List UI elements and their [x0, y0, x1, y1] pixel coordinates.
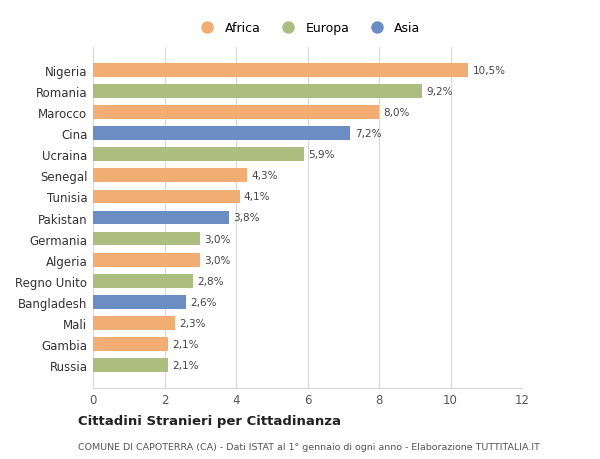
- Bar: [93, 274, 193, 288]
- Text: 4,1%: 4,1%: [244, 192, 271, 202]
- Bar: [93, 106, 379, 119]
- Bar: [93, 85, 422, 98]
- Bar: [93, 127, 350, 140]
- Bar: [93, 359, 168, 372]
- Bar: [93, 148, 304, 162]
- Text: 3,0%: 3,0%: [205, 255, 231, 265]
- Bar: [93, 317, 175, 330]
- Text: 2,1%: 2,1%: [172, 361, 199, 370]
- Text: 2,6%: 2,6%: [190, 297, 217, 308]
- Bar: [93, 190, 239, 204]
- Bar: [93, 338, 168, 351]
- Text: 3,8%: 3,8%: [233, 213, 260, 223]
- Text: 4,3%: 4,3%: [251, 171, 278, 181]
- Bar: [93, 253, 200, 267]
- Legend: Africa, Europa, Asia: Africa, Europa, Asia: [190, 17, 425, 40]
- Text: 3,0%: 3,0%: [205, 234, 231, 244]
- Text: 5,9%: 5,9%: [308, 150, 335, 160]
- Text: COMUNE DI CAPOTERRA (CA) - Dati ISTAT al 1° gennaio di ogni anno - Elaborazione : COMUNE DI CAPOTERRA (CA) - Dati ISTAT al…: [78, 442, 540, 451]
- Text: 10,5%: 10,5%: [473, 66, 506, 75]
- Text: 7,2%: 7,2%: [355, 129, 381, 139]
- Bar: [93, 296, 186, 309]
- Text: 9,2%: 9,2%: [426, 87, 452, 96]
- Text: 2,3%: 2,3%: [179, 319, 206, 328]
- Text: 2,8%: 2,8%: [197, 276, 224, 286]
- Text: Cittadini Stranieri per Cittadinanza: Cittadini Stranieri per Cittadinanza: [78, 414, 341, 428]
- Text: 8,0%: 8,0%: [383, 108, 410, 118]
- Bar: [93, 64, 469, 77]
- Bar: [93, 211, 229, 225]
- Bar: [93, 169, 247, 183]
- Text: 2,1%: 2,1%: [172, 340, 199, 349]
- Bar: [93, 232, 200, 246]
